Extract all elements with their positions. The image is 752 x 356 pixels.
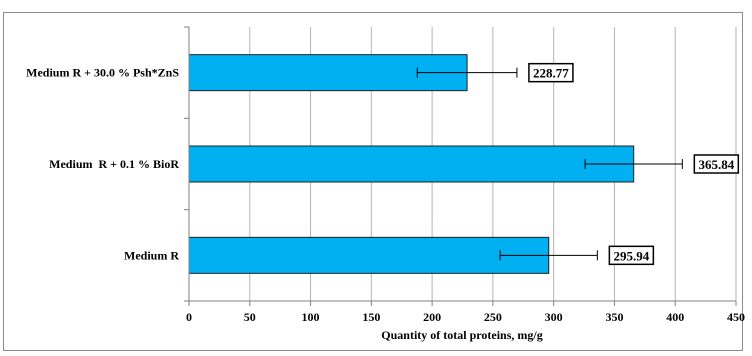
x-tick-label: 300 bbox=[545, 310, 563, 324]
category-label: Medium R + 30.0 % Psh*ZnS bbox=[26, 66, 179, 80]
x-tick-label: 0 bbox=[186, 310, 192, 324]
x-tick-label: 50 bbox=[244, 310, 256, 324]
x-tick-label: 150 bbox=[362, 310, 380, 324]
data-label: 295.94 bbox=[613, 248, 649, 263]
axes bbox=[184, 26, 737, 306]
x-tick-label: 100 bbox=[302, 310, 320, 324]
x-tick-label: 250 bbox=[484, 310, 502, 324]
data-label-box bbox=[608, 245, 655, 266]
x-tick-label: 450 bbox=[727, 310, 745, 324]
data-label-box bbox=[528, 62, 574, 83]
data-label: 228.77 bbox=[533, 66, 569, 81]
x-tick-label: 350 bbox=[605, 310, 623, 324]
category-label: Medium R bbox=[124, 248, 179, 262]
x-tick-label: 200 bbox=[423, 310, 441, 324]
category-label: Medium R + 0.1 % BioR bbox=[49, 157, 179, 171]
labels: 0 50 100 150 200 250 300 350 400 450 Medium R + 30… bbox=[26, 62, 745, 324]
bar bbox=[188, 145, 635, 183]
data-label: 365.84 bbox=[698, 157, 734, 172]
x-tick-label: 400 bbox=[666, 310, 684, 324]
bars bbox=[188, 54, 683, 274]
data-label-box bbox=[693, 154, 740, 174]
bar bbox=[188, 236, 550, 274]
x-axis-title: Quantity of total proteins, mg/g bbox=[381, 328, 542, 342]
